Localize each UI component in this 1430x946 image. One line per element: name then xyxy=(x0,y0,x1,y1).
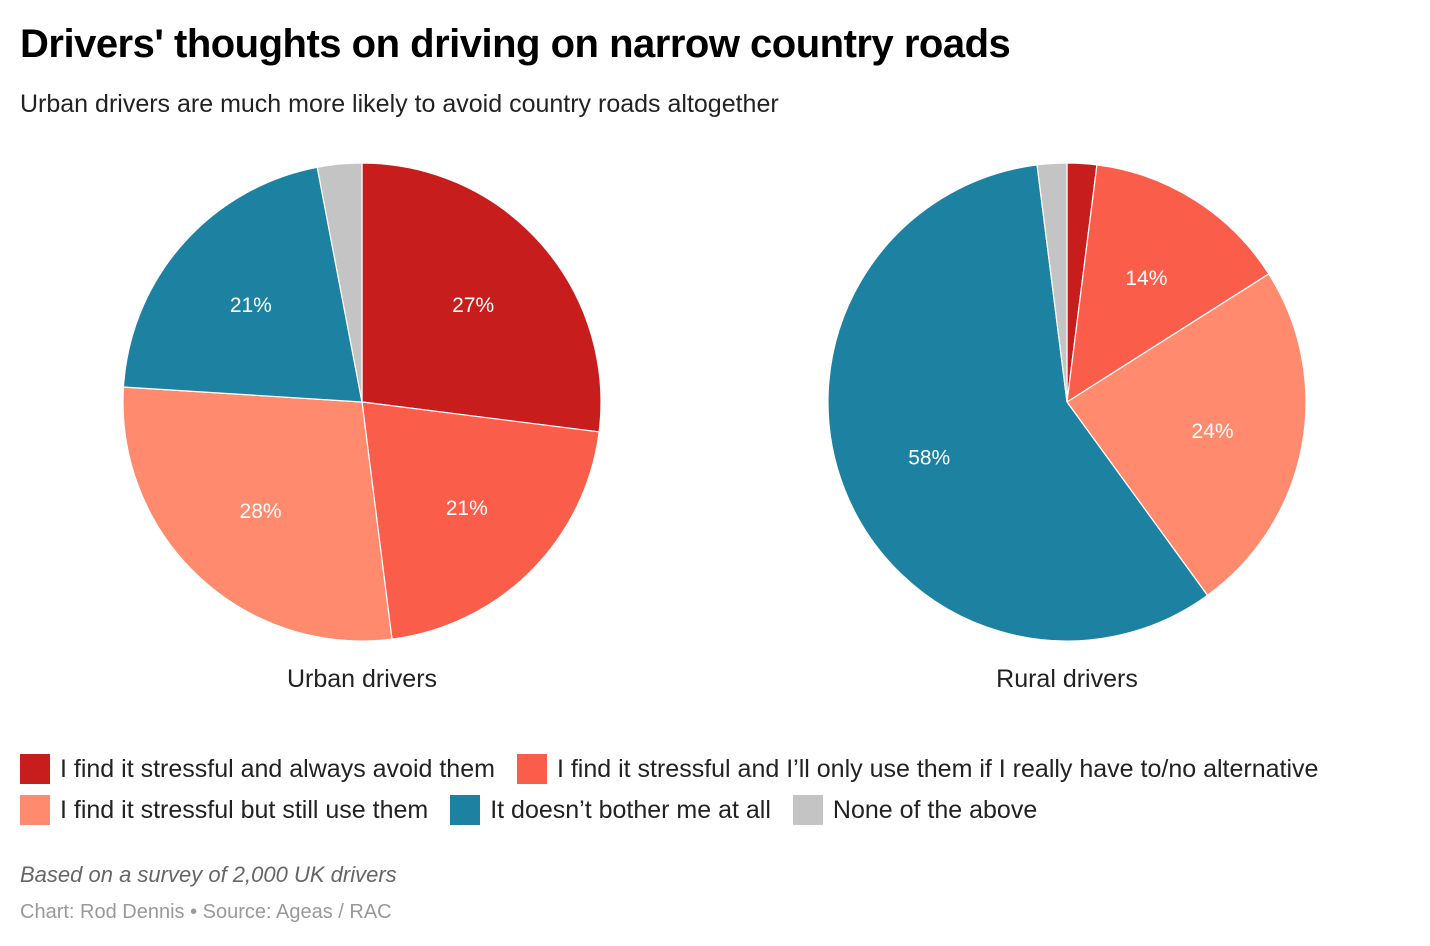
legend-swatch xyxy=(792,795,823,825)
pie-slice xyxy=(1066,273,1307,597)
pie-slice xyxy=(1036,162,1068,403)
legend-swatch xyxy=(20,795,50,825)
pie-slice xyxy=(827,164,1209,642)
legend-swatch xyxy=(516,754,547,784)
pie-slice xyxy=(122,386,393,642)
legend-swatch xyxy=(20,754,50,784)
footnote: Based on a survey of 2,000 UK drivers xyxy=(20,862,397,887)
pie-slice xyxy=(361,401,600,640)
legend-label: I find it stressful and I’ll only use th… xyxy=(556,755,1319,783)
slice-label: 21% xyxy=(230,294,272,317)
legend-item-only-if-needed: I find it stressful and I’ll only use th… xyxy=(516,752,1319,786)
pie-charts: 27% 21% 28% 21% Urban drivers 14% 24% 58% Rural … xyxy=(122,162,1307,693)
legend-label: I find it stressful but still use them xyxy=(60,796,429,824)
chart-title: Drivers' thoughts on driving on narrow c… xyxy=(20,22,1011,66)
slice-label: 28% xyxy=(240,500,282,523)
legend-label: I find it stressful and always avoid the… xyxy=(60,755,495,783)
slice-label: 21% xyxy=(446,497,488,520)
legend: I find it stressful and always avoid the… xyxy=(20,752,1420,834)
legend-item-always-avoid: I find it stressful and always avoid the… xyxy=(20,752,495,786)
pie-slice xyxy=(122,166,363,403)
pie-slice xyxy=(316,162,363,403)
pie-title: Rural drivers xyxy=(996,665,1138,693)
legend-swatch xyxy=(450,795,481,825)
chart-subtitle: Urban drivers are much more likely to av… xyxy=(20,90,779,118)
legend-label: It doesn’t bother me at all xyxy=(490,796,771,824)
slice-label: 24% xyxy=(1192,420,1234,443)
legend-item-still-use: I find it stressful but still use them xyxy=(20,793,428,827)
slice-label: 58% xyxy=(908,447,950,470)
slice-label: 14% xyxy=(1125,267,1167,290)
slice-label: 27% xyxy=(452,294,494,317)
pie-title: Urban drivers xyxy=(287,665,437,693)
legend-item-none: None of the above xyxy=(792,793,1038,827)
pie-slice xyxy=(1066,164,1270,404)
legend-label: None of the above xyxy=(832,796,1038,824)
legend-item-no-bother: It doesn’t bother me at all xyxy=(450,793,771,827)
source: Chart: Rod Dennis • Source: Ageas / RAC xyxy=(20,901,392,923)
pie-slice xyxy=(361,162,602,433)
